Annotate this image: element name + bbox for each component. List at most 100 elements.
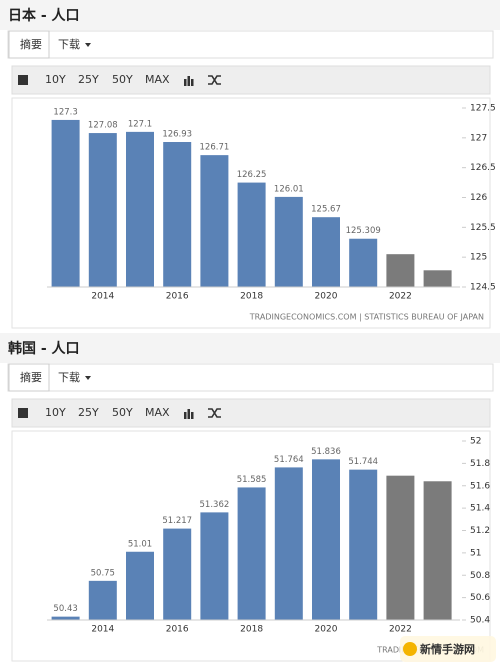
bar	[200, 155, 229, 287]
value-label: 126.93	[162, 130, 192, 140]
bar	[386, 254, 415, 287]
range-button[interactable]: 50Y	[112, 406, 133, 419]
bar-chart-icon[interactable]	[191, 412, 194, 419]
y-tick-label: 127	[470, 133, 487, 143]
x-tick-label: 2020	[315, 292, 338, 302]
bar	[349, 238, 378, 287]
range-button[interactable]: 50Y	[112, 73, 133, 86]
x-tick-label: 2018	[240, 292, 263, 302]
y-tick-label: 125	[470, 253, 487, 263]
tab[interactable]: 摘要	[20, 370, 42, 384]
y-tick-label: 51.8	[470, 459, 490, 469]
bar-chart-icon[interactable]	[184, 79, 187, 86]
toolbar	[11, 65, 491, 95]
y-tick-label: 51.4	[470, 504, 490, 514]
x-tick-label: 2014	[91, 625, 114, 635]
value-label: 126.71	[200, 143, 230, 153]
value-label: 51.01	[128, 539, 152, 549]
x-tick-label: 2014	[91, 292, 114, 302]
range-button[interactable]: 25Y	[78, 73, 99, 86]
y-tick-label: 50.8	[470, 571, 490, 581]
panel-header	[0, 0, 500, 30]
watermark-bg	[400, 636, 496, 662]
panel-title: 韩国 - 人口	[8, 340, 80, 357]
bar-chart-icon[interactable]	[191, 79, 194, 86]
x-tick-label: 2016	[166, 625, 189, 635]
value-label: 50.43	[53, 604, 77, 614]
tab-active[interactable]	[8, 30, 50, 59]
bar	[88, 133, 117, 287]
value-label: 51.764	[274, 455, 304, 465]
tab-bar	[7, 363, 494, 392]
range-button[interactable]: 25Y	[78, 406, 99, 419]
tab[interactable]: 下载	[58, 38, 80, 51]
value-label: 50.75	[91, 568, 115, 578]
panel-title: 日本 - 人口	[8, 7, 80, 24]
shuffle-icon[interactable]	[208, 75, 221, 85]
bar	[423, 270, 452, 287]
bar	[163, 528, 192, 620]
bar	[51, 119, 80, 287]
bar-chart-icon[interactable]	[184, 412, 187, 419]
source-note: TRADINGECONOMICS.COM | STATISTICS BUREAU…	[249, 313, 484, 322]
x-tick-label: 2020	[315, 625, 338, 635]
bar	[88, 580, 117, 620]
bar-chart-icon[interactable]	[187, 76, 191, 86]
value-label: 127.3	[53, 107, 77, 117]
calendar-icon[interactable]	[18, 408, 28, 418]
bar	[274, 196, 303, 287]
value-label: 127.1	[128, 119, 152, 129]
dropdown-caret	[85, 43, 91, 47]
bar	[237, 487, 266, 620]
y-tick-label: 52	[470, 437, 481, 447]
y-tick-label: 51.6	[470, 481, 490, 491]
tab[interactable]: 摘要	[20, 37, 42, 51]
y-tick-label: 127.5	[470, 104, 496, 114]
y-tick-label: 126	[470, 193, 487, 203]
bar	[163, 142, 192, 287]
x-tick-label: 2016	[166, 292, 189, 302]
y-tick-label: 124.5	[470, 283, 496, 293]
bar	[237, 182, 266, 287]
range-button[interactable]: MAX	[145, 73, 170, 86]
y-tick-label: 50.4	[470, 616, 490, 626]
x-tick-label: 2018	[240, 625, 263, 635]
calendar-icon[interactable]	[18, 75, 28, 85]
tab-active[interactable]	[8, 363, 50, 392]
range-button[interactable]: MAX	[145, 406, 170, 419]
y-tick-label: 125.5	[470, 223, 496, 233]
watermark: 新情手游网	[420, 642, 475, 656]
panel-header	[0, 333, 500, 363]
bar	[200, 512, 229, 620]
shuffle-icon[interactable]	[208, 408, 221, 418]
value-label: 51.362	[200, 500, 230, 510]
bar	[312, 217, 340, 287]
range-button[interactable]: 10Y	[45, 73, 66, 86]
bar	[423, 481, 452, 620]
tab-bar	[7, 30, 494, 59]
tab[interactable]: 下载	[58, 371, 80, 384]
value-label: 125.67	[311, 205, 341, 215]
bar	[126, 551, 154, 620]
bar	[126, 131, 154, 287]
watermark-logo	[403, 642, 417, 656]
y-tick-label: 126.5	[470, 163, 496, 173]
y-tick-label: 51	[470, 548, 481, 558]
y-tick-label: 51.2	[470, 526, 490, 536]
value-label: 127.08	[88, 121, 118, 131]
value-label: 51.585	[237, 475, 267, 485]
y-tick-label: 50.6	[470, 593, 490, 603]
bar	[51, 616, 80, 620]
value-label: 126.01	[274, 184, 304, 194]
bar	[349, 469, 378, 620]
x-tick-label: 2022	[389, 625, 412, 635]
range-button[interactable]: 10Y	[45, 406, 66, 419]
value-label: 126.25	[237, 170, 267, 180]
bar	[386, 475, 415, 620]
bar	[312, 459, 340, 620]
value-label: 51.836	[311, 447, 341, 457]
value-label: 125.309	[346, 226, 381, 236]
bar-chart-icon[interactable]	[187, 409, 191, 419]
